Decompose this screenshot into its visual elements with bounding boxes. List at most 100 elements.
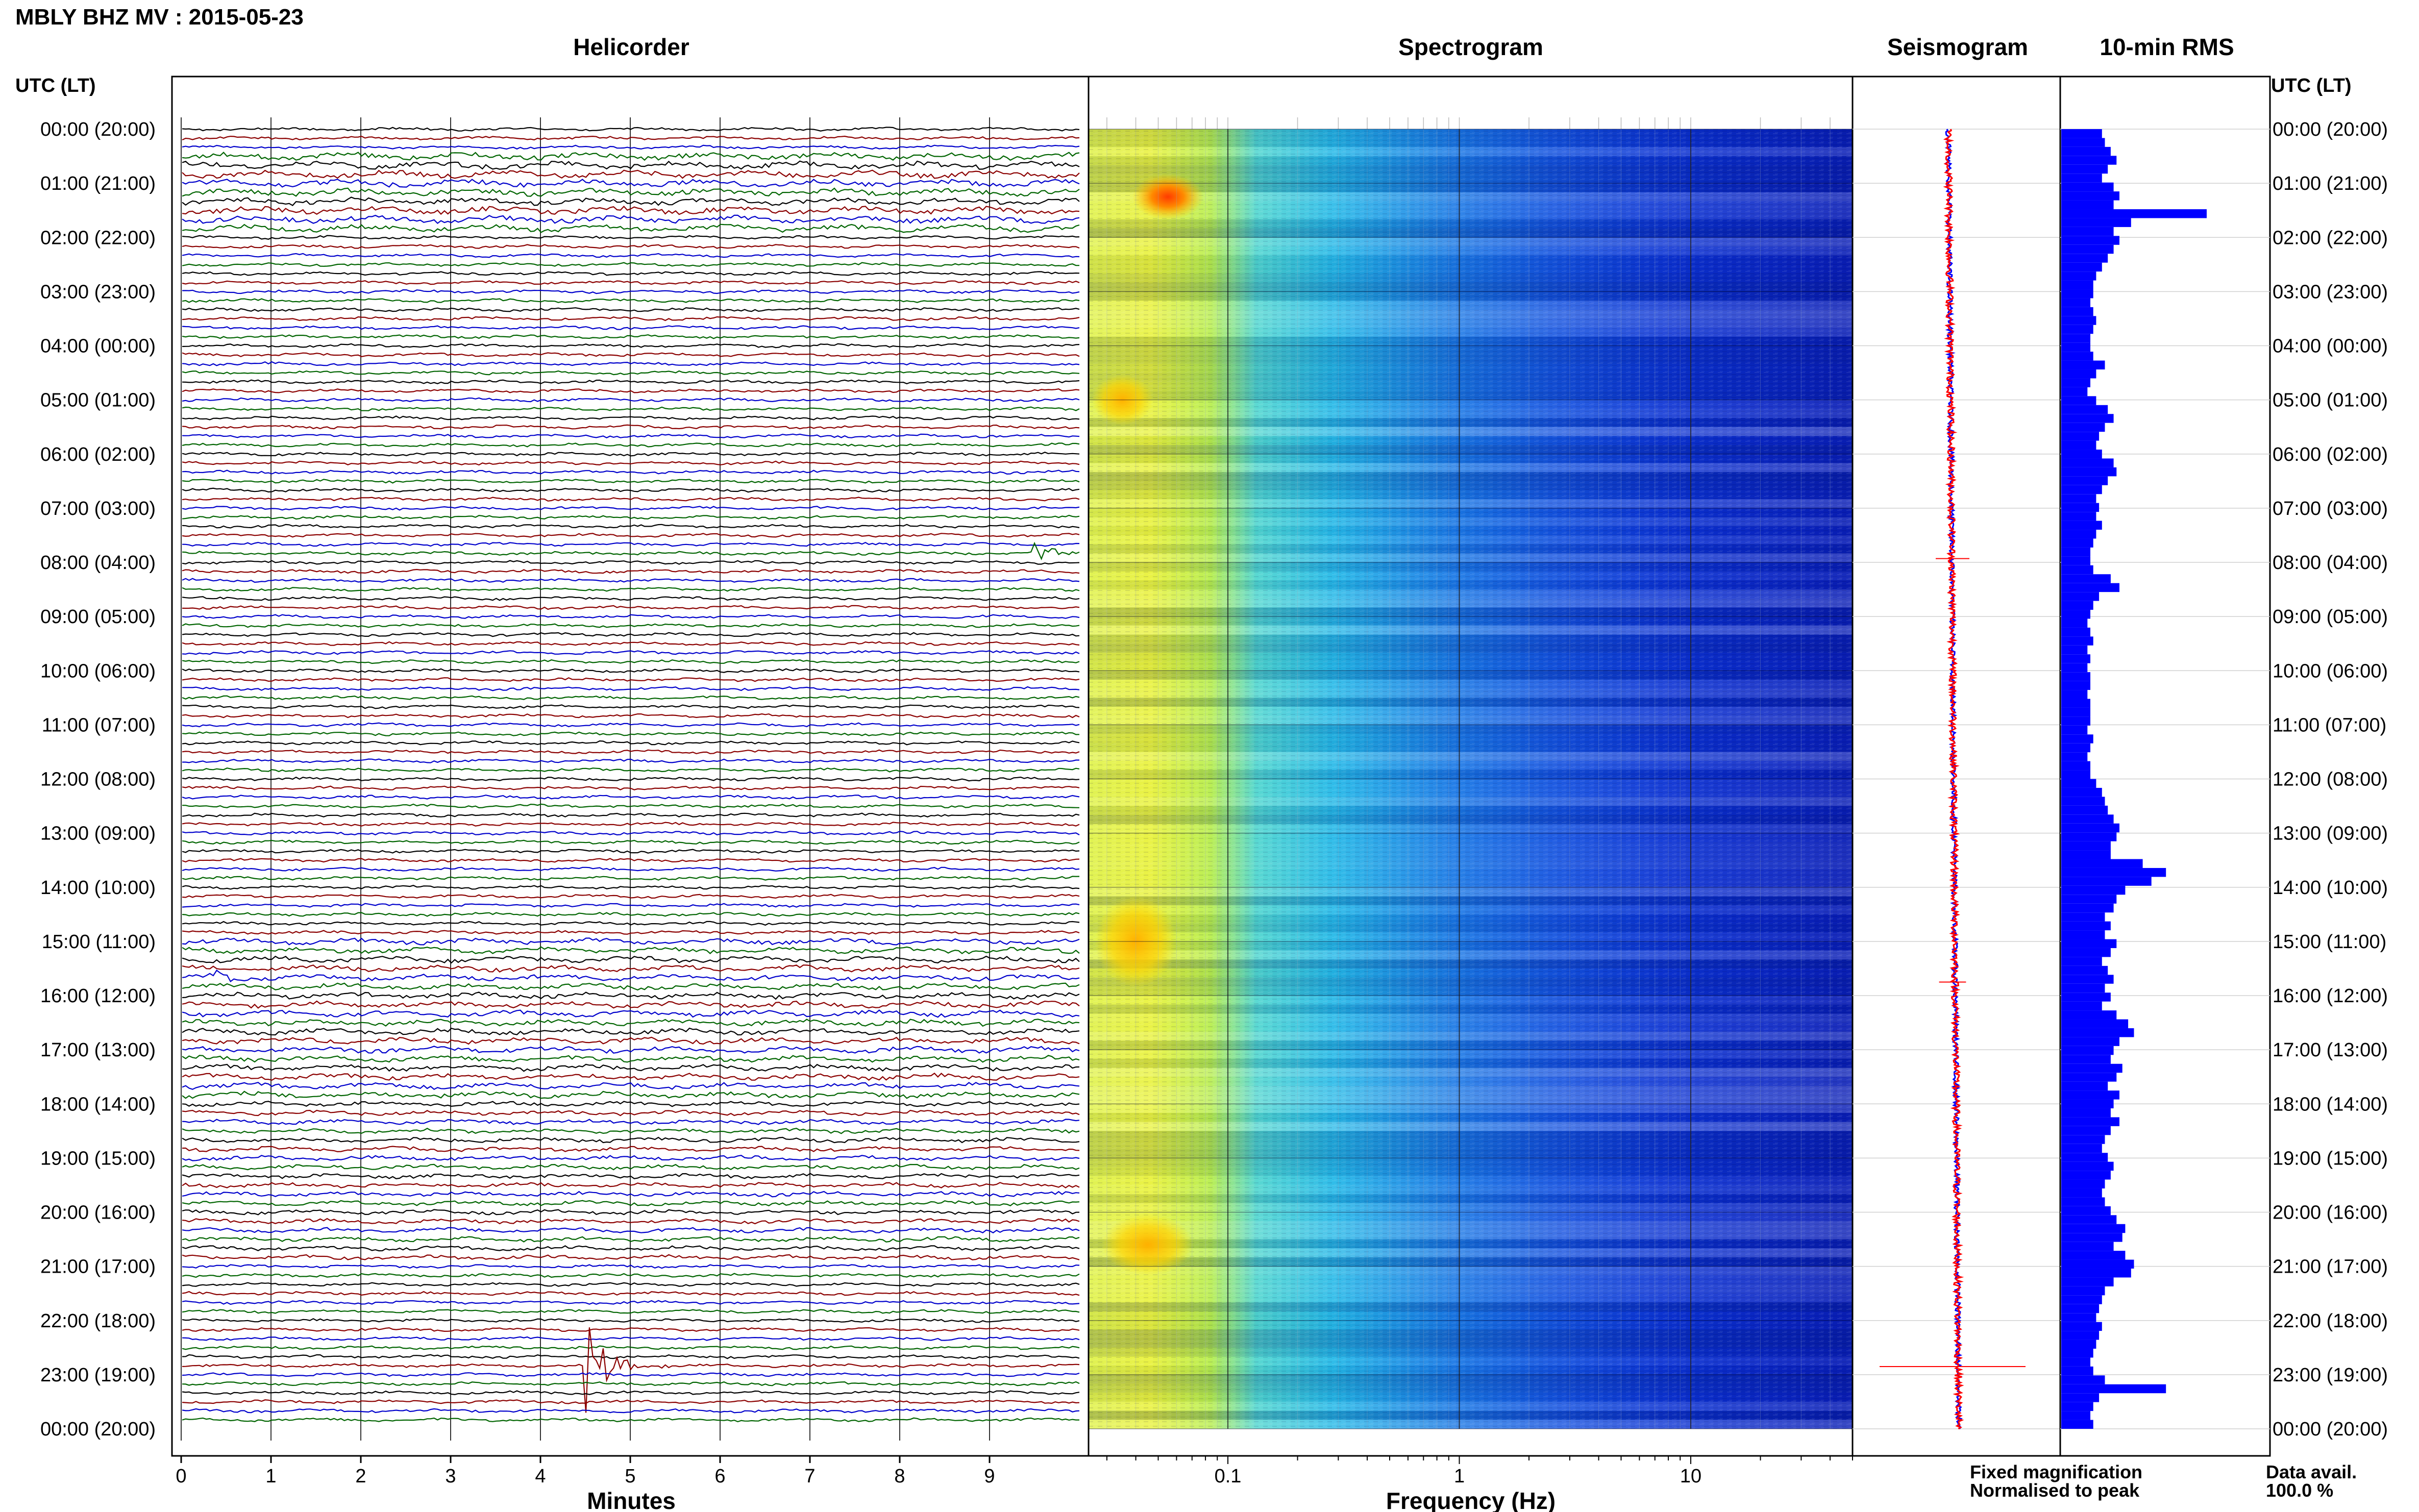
helicorder-trace xyxy=(182,740,1080,746)
helicorder-trace xyxy=(182,1146,1080,1153)
time-label-left: 03:00 (23:00) xyxy=(40,281,156,303)
rms-bar xyxy=(2061,1206,2111,1216)
time-label-right: 15:00 (11:00) xyxy=(2273,931,2386,953)
rms-bar xyxy=(2061,458,2114,467)
helicorder-trace xyxy=(182,1282,1080,1287)
helicorder-trace xyxy=(182,731,1080,736)
rms-bar xyxy=(2061,1135,2105,1144)
station-title: MBLY BHZ MV : 2015-05-23 xyxy=(15,5,304,30)
rms-bar xyxy=(2061,244,2114,254)
helicorder-trace xyxy=(182,704,1080,709)
rms-bar xyxy=(2061,867,2166,877)
time-label-left: 15:00 (11:00) xyxy=(42,931,156,953)
rms-bar xyxy=(2061,1402,2093,1411)
time-label-left: 22:00 (18:00) xyxy=(40,1310,156,1332)
spectrogram-hotspot xyxy=(1101,1214,1194,1276)
helicorder-trace xyxy=(182,370,1080,376)
rms-bar xyxy=(2061,1171,2111,1180)
helicorder-trace xyxy=(182,325,1080,330)
rms-bar xyxy=(2061,1046,2114,1055)
data-availability-label: Data avail. xyxy=(2266,1461,2357,1482)
rms-bar xyxy=(2061,885,2126,895)
rms-bar xyxy=(2061,1375,2105,1384)
helicorder-trace xyxy=(182,1354,1080,1359)
rms-bar xyxy=(2061,699,2090,708)
rms-bar xyxy=(2061,663,2088,673)
helicorder-trace xyxy=(182,946,1080,954)
data-availability-value: 100.0 % xyxy=(2266,1480,2333,1501)
rms-bar xyxy=(2061,1331,2100,1340)
helicorder-trace xyxy=(182,506,1080,511)
rms-bar xyxy=(2061,1233,2122,1242)
rms-bar xyxy=(2061,1055,2111,1064)
helicorder-trace xyxy=(182,623,1080,628)
helicorder-trace xyxy=(182,514,1080,520)
rms-bar xyxy=(2061,450,2102,459)
helicorder-trace xyxy=(182,903,1080,908)
rms-bar xyxy=(2061,334,2090,343)
time-label-right: 07:00 (03:00) xyxy=(2273,498,2388,519)
time-label-right: 06:00 (02:00) xyxy=(2273,444,2388,465)
helicorder-trace xyxy=(182,361,1080,366)
time-label-left: 08:00 (04:00) xyxy=(40,552,156,574)
rms-bar xyxy=(2061,1161,2114,1171)
helicorder-trace xyxy=(182,152,1080,161)
helicorder-trace xyxy=(182,568,1080,574)
rms-bar xyxy=(2061,877,2152,886)
time-label-right: 20:00 (16:00) xyxy=(2273,1202,2388,1224)
rms-bar xyxy=(2061,298,2090,307)
helicorder-tick-label: 4 xyxy=(535,1466,546,1487)
helicorder-panel: 0 1 2 3 4 5 6 7 8 9 xyxy=(171,76,1090,1487)
rms-bar xyxy=(2061,316,2096,325)
helicorder-trace xyxy=(182,876,1080,881)
rms-bar xyxy=(2061,574,2111,583)
rms-bar xyxy=(2061,1224,2126,1233)
helicorder-trace xyxy=(182,849,1080,854)
spectrogram-title: Spectrogram xyxy=(1398,34,1543,60)
rms-bar xyxy=(2061,1010,2117,1020)
helicorder-trace xyxy=(182,1327,1080,1413)
rms-bar xyxy=(2061,1153,2108,1162)
helicorder-trace xyxy=(182,1372,1080,1377)
rms-bar xyxy=(2061,627,2090,637)
time-label-left: 11:00 (07:00) xyxy=(42,714,156,736)
helicorder-tick-label: 7 xyxy=(804,1466,815,1487)
helicorder-trace xyxy=(182,767,1080,773)
time-label-right: 12:00 (08:00) xyxy=(2273,769,2388,790)
rms-bar xyxy=(2061,1197,2105,1206)
rms-bar xyxy=(2061,832,2117,841)
rms-bar xyxy=(2061,797,2105,806)
helicorder-trace xyxy=(182,533,1080,538)
rms-bar xyxy=(2061,512,2096,521)
helicorder-trace xyxy=(182,1155,1080,1161)
time-label-left: 23:00 (19:00) xyxy=(40,1365,156,1386)
helicorder-trace xyxy=(182,695,1080,701)
helicorder-trace xyxy=(182,469,1080,475)
helicorder-trace xyxy=(182,280,1080,285)
time-label-right: 21:00 (17:00) xyxy=(2273,1256,2388,1278)
spectrogram-hotspot xyxy=(1132,173,1204,220)
helicorder-trace xyxy=(182,1027,1080,1036)
helicorder-trace xyxy=(182,388,1080,393)
rms-bar xyxy=(2061,707,2090,717)
helicorder-trace xyxy=(182,343,1080,349)
helicorder-trace xyxy=(182,298,1080,303)
helicorder-trace xyxy=(182,334,1080,339)
rms-bar xyxy=(2061,1090,2119,1100)
helicorder-tick-label: 6 xyxy=(714,1466,725,1487)
rms-bar xyxy=(2061,1063,2122,1073)
rms-bar xyxy=(2061,173,2102,183)
rms-bar xyxy=(2061,725,2088,735)
rms-bar xyxy=(2061,752,2088,761)
helicorder-trace xyxy=(182,1063,1080,1072)
rms-bar xyxy=(2061,538,2093,548)
helicorder-trace xyxy=(182,650,1080,655)
helicorder-trace xyxy=(182,830,1080,836)
rms-bar xyxy=(2061,200,2114,210)
rms-bar xyxy=(2061,1259,2134,1269)
time-label-right: 03:00 (23:00) xyxy=(2273,281,2388,303)
helicorder-trace xyxy=(182,1055,1080,1063)
helicorder-trace xyxy=(182,1009,1080,1018)
helicorder-trace xyxy=(182,205,1080,215)
